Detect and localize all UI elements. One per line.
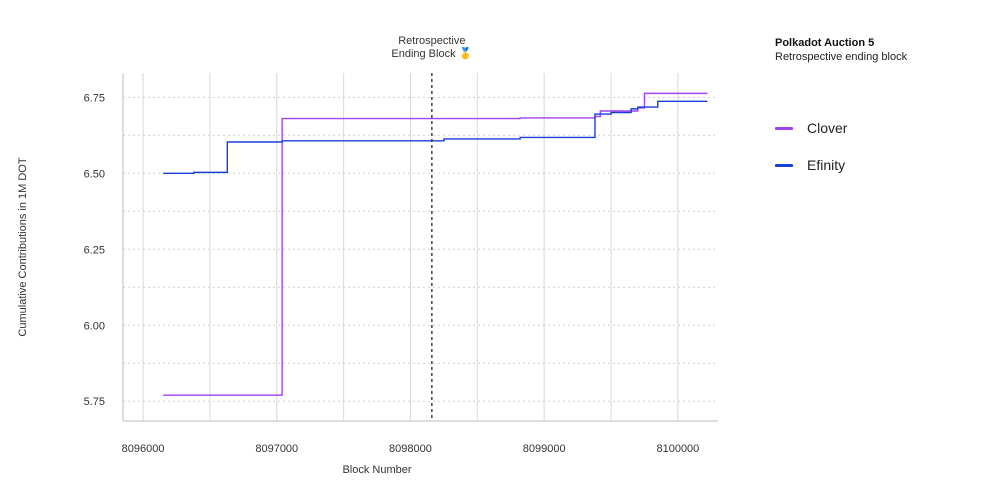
annotation-line1: Retrospective [398, 35, 465, 47]
legend-item-efinity: Efinity [775, 155, 847, 175]
y-axis-label: Cumulative Contributions in 1M DOT [17, 157, 29, 336]
legend-item-clover: Clover [775, 118, 847, 138]
grid [123, 73, 718, 421]
legend-label-clover: Clover [807, 120, 848, 136]
x-tick-label: 8098000 [389, 443, 432, 455]
y-tick-label: 6.25 [84, 244, 105, 256]
panel-subtitle: Retrospective ending block [775, 51, 908, 63]
panel-title: Polkadot Auction 5 [775, 37, 875, 49]
x-tick-label: 8099000 [523, 443, 566, 455]
x-tick-label: 8100000 [656, 443, 699, 455]
legend-swatch-efinity [775, 163, 793, 167]
x-tick-label: 8096000 [122, 443, 165, 455]
axes: 8096000 8097000 8098000 8099000 8100000 5.75 6… [17, 73, 718, 476]
legend-label-efinity: Efinity [807, 157, 846, 173]
series-layer [163, 92, 708, 396]
y-tick-label: 5.75 [84, 396, 105, 408]
y-tick-label: 6.00 [84, 320, 105, 332]
y-tick-label: 6.50 [84, 168, 105, 180]
series-line-efinity [163, 100, 708, 174]
legend: Clover Efinity [775, 118, 847, 192]
series-line-clover [163, 92, 708, 396]
y-tick-label: 6.75 [84, 92, 105, 104]
legend-swatch-clover [775, 126, 793, 130]
x-axis-label: Block Number [342, 464, 411, 476]
annotation-line2: Ending Block 🥇 [391, 47, 472, 60]
x-tick-label: 8097000 [255, 443, 298, 455]
